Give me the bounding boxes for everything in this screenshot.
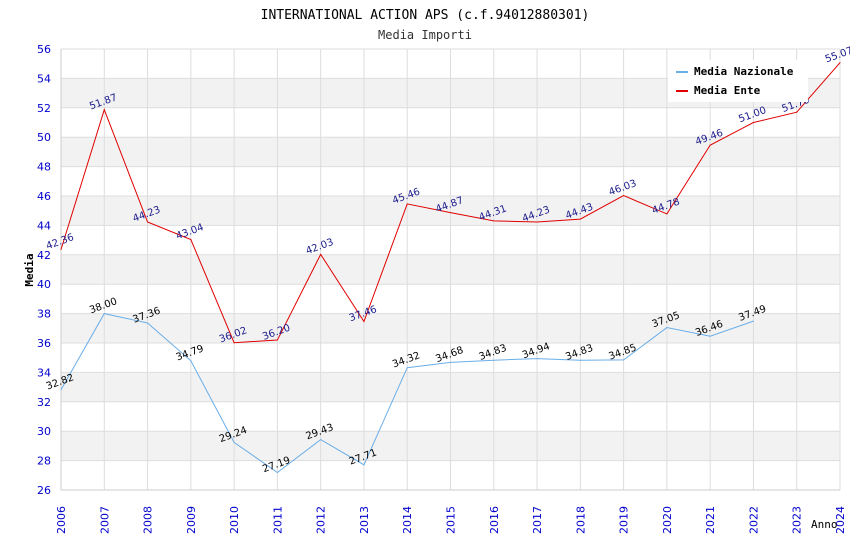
x-axis-label: Anno — [811, 518, 838, 531]
data-point — [147, 221, 149, 223]
data-point — [493, 359, 495, 361]
data-point — [666, 327, 668, 329]
y-tick-label: 38 — [37, 308, 51, 321]
data-point — [363, 321, 365, 323]
x-tick-label: 2018 — [574, 506, 587, 534]
x-tick-label: 2011 — [271, 506, 284, 534]
y-tick-label: 28 — [37, 455, 51, 468]
data-point — [320, 253, 322, 255]
data-point — [233, 342, 235, 344]
x-tick-label: 2006 — [55, 506, 68, 534]
x-tick-label: 2021 — [704, 506, 717, 534]
x-tick-label: 2017 — [531, 506, 544, 534]
data-point — [450, 361, 451, 363]
x-tick-label: 2012 — [315, 506, 328, 534]
y-tick-label: 30 — [37, 425, 51, 438]
legend-label-media-nazionale: Media Nazionale — [694, 65, 794, 78]
y-tick-labels: 26 28 30 32 34 36 38 40 42 44 46 48 50 52 54 56 — [37, 43, 51, 497]
y-tick-label: 50 — [37, 131, 51, 144]
chart-title: INTERNATIONAL ACTION APS (c.f.9401288030… — [261, 8, 590, 23]
y-tick-label: 46 — [37, 190, 51, 203]
y-axis-label: Media — [23, 253, 36, 286]
y-tick-label: 48 — [37, 161, 51, 174]
y-tick-label: 34 — [37, 366, 51, 379]
data-point — [579, 218, 581, 220]
data-point — [276, 339, 278, 341]
data-point — [406, 367, 408, 369]
x-tick-label: 2019 — [618, 506, 631, 534]
data-point — [363, 464, 365, 466]
axes — [60, 49, 840, 491]
data-point — [666, 213, 668, 215]
x-tick-label: 2022 — [747, 506, 760, 534]
data-point — [752, 122, 754, 123]
data-point — [60, 389, 62, 391]
data-point — [709, 144, 711, 146]
y-tick-label: 26 — [37, 484, 51, 497]
legend-box — [668, 60, 808, 102]
x-tick-label: 2008 — [142, 506, 155, 534]
data-label: 34.32 — [391, 350, 422, 370]
data-point — [190, 360, 192, 362]
y-tick-label: 42 — [37, 249, 51, 262]
y-tick-label: 56 — [37, 43, 51, 56]
data-point — [147, 322, 149, 324]
x-tick-label: 2009 — [185, 506, 198, 534]
legend-label-media-ente: Media Ente — [694, 84, 761, 97]
data-point — [839, 62, 841, 64]
y-tick-label: 44 — [37, 219, 51, 232]
y-tick-label: 36 — [37, 337, 51, 350]
data-label: 55.07 — [824, 45, 850, 65]
x-tick-label: 2024 — [834, 506, 847, 534]
x-tick-label: 2013 — [358, 506, 371, 534]
data-point — [233, 441, 235, 443]
data-label: 46.03 — [607, 178, 638, 198]
x-tick-label: 2010 — [228, 506, 241, 534]
data-point — [579, 359, 581, 361]
legend: Media Nazionale Media Ente — [668, 60, 808, 102]
y-tick-label: 54 — [37, 72, 51, 85]
x-tick-label: 2007 — [98, 506, 111, 534]
data-point — [190, 239, 192, 241]
data-point — [103, 109, 105, 111]
data-point — [103, 313, 105, 315]
data-point — [320, 439, 322, 441]
data-point — [536, 221, 538, 223]
data-point — [709, 335, 711, 337]
x-tick-labels: 2006 2007 2008 2009 2010 2011 2012 2013 2014 2015… — [55, 506, 847, 534]
y-tick-label: 32 — [37, 396, 51, 409]
series-lines — [60, 62, 841, 474]
data-point — [536, 358, 538, 360]
y-tick-label: 52 — [37, 102, 51, 115]
x-tick-label: 2014 — [401, 506, 414, 534]
data-point — [60, 249, 62, 251]
data-point — [796, 111, 798, 113]
data-point — [623, 195, 625, 197]
data-point — [406, 203, 408, 205]
x-tick-label: 2016 — [488, 506, 501, 534]
data-point — [450, 212, 451, 214]
data-point — [623, 359, 625, 361]
x-tick-label: 2015 — [445, 506, 458, 534]
data-label: 42.03 — [304, 237, 335, 257]
data-point — [752, 320, 754, 322]
data-point — [276, 472, 278, 474]
y-tick-label: 40 — [37, 278, 51, 291]
data-point — [493, 220, 495, 222]
chart-subtitle: Media Importi — [378, 28, 472, 42]
x-tick-label: 2023 — [791, 506, 804, 534]
x-tick-label: 2020 — [661, 506, 674, 534]
